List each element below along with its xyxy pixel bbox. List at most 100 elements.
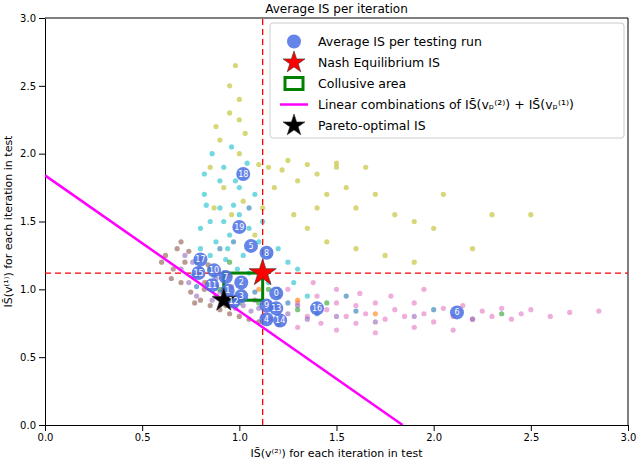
cloud-point: [211, 205, 216, 210]
cloud-point: [431, 319, 436, 324]
run-label: 18: [238, 170, 248, 179]
x-tick: 2.0: [426, 425, 442, 443]
run-label: 12: [228, 297, 238, 306]
cloud-point: [231, 203, 236, 208]
cloud-point: [210, 151, 215, 156]
run-average-point: [260, 312, 274, 326]
cloud-point: [373, 319, 378, 324]
y-tick-mark: [39, 222, 45, 223]
cloud-point: [421, 311, 426, 316]
cloud-point: [221, 219, 226, 224]
cloud-point: [248, 308, 253, 313]
run-average-point: [236, 167, 250, 181]
cloud-point: [285, 311, 290, 316]
cloud-point: [412, 325, 417, 330]
cloud-point: [279, 167, 284, 172]
reference-line-vertical: [262, 18, 263, 425]
run-label: 3: [239, 292, 244, 301]
cloud-point: [229, 212, 234, 217]
run-average-point: [310, 301, 324, 315]
cloud-point: [334, 300, 339, 305]
x-tick-mark: [239, 425, 240, 431]
cloud-point: [441, 192, 446, 197]
cloud-point: [233, 178, 238, 183]
cloud-point: [314, 171, 319, 176]
cloud-point: [175, 246, 180, 251]
run-label: 6: [454, 308, 459, 317]
x-tick-mark: [628, 425, 629, 431]
run-label: 5: [248, 242, 253, 251]
run-average-point: [232, 220, 246, 234]
cloud-point: [285, 158, 290, 163]
x-tick-label: 0.5: [135, 432, 151, 443]
y-tick: 1.0: [20, 284, 45, 295]
cloud-point: [227, 83, 232, 88]
cloud-point: [305, 226, 310, 231]
cloud-point: [324, 300, 329, 305]
cloud-point: [237, 117, 242, 122]
y-tick-mark: [39, 425, 45, 426]
cloud-point: [210, 298, 215, 303]
legend-label: Average IS per testing run: [318, 34, 482, 49]
star-marker: [249, 259, 276, 285]
y-tick-label: 2.5: [20, 81, 36, 92]
x-tick-label: 1.5: [329, 432, 345, 443]
cloud-point: [188, 289, 193, 294]
cloud-point: [499, 306, 504, 311]
cloud-point: [198, 226, 203, 231]
cloud-point: [295, 178, 300, 183]
legend-item: Pareto-optimal IS: [283, 114, 426, 135]
legend-label: Collusive area: [318, 76, 406, 91]
cloud-point: [198, 246, 203, 251]
cloud-point: [431, 226, 436, 231]
x-tick-mark: [434, 425, 435, 431]
x-tick-label: 0.0: [38, 432, 54, 443]
cloud-point: [194, 294, 199, 299]
run-label: 7: [223, 273, 228, 282]
legend-item: Linear combinations of IS̄(vₚ⁽²⁾) + IS̄(…: [280, 97, 574, 112]
cloud-point: [221, 185, 226, 190]
run-average-point: [205, 278, 219, 292]
cloud-point: [353, 205, 358, 210]
y-tick-label: 3.0: [20, 13, 36, 24]
y-tick-label: 1.0: [20, 284, 36, 295]
cloud-point: [295, 298, 300, 303]
run-label: 8: [264, 249, 269, 258]
legend-handle: [283, 114, 305, 135]
y-tick-mark: [39, 18, 45, 19]
cloud-point: [324, 239, 329, 244]
cloud-point: [237, 151, 242, 156]
run-label: 14: [275, 316, 285, 325]
cloud-point: [272, 185, 277, 190]
cloud-point: [373, 330, 378, 335]
cloud-point: [241, 199, 246, 204]
cloud-point: [178, 239, 183, 244]
x-axis-title: IS̄(v⁽²⁾) for each iteration in test: [251, 447, 424, 460]
cloud-point: [182, 253, 187, 258]
cloud-point: [470, 317, 475, 322]
y-tick: 0.0: [20, 420, 45, 431]
y-tick-label: 0.5: [20, 352, 36, 363]
run-label: 9: [264, 301, 269, 310]
chart-title: Average IS per iteration: [265, 2, 408, 16]
x-tick-label: 2.0: [426, 432, 442, 443]
cloud-point: [229, 144, 234, 149]
point-cloud: [194, 205, 436, 316]
cloud-point: [412, 219, 417, 224]
cloud-point: [227, 311, 232, 316]
legend-label: Pareto-optimal IS: [318, 118, 426, 133]
cloud-point: [334, 161, 339, 166]
y-tick: 3.0: [20, 13, 45, 24]
cloud-point: [182, 260, 187, 265]
cloud-point: [334, 287, 339, 292]
cloud-point: [237, 212, 242, 217]
x-tick: 2.5: [523, 425, 539, 443]
run-label: 13: [271, 304, 281, 313]
legend-label: Nash Equilibrium IS: [318, 55, 440, 70]
point-label-layer: 012345678910111213141516171819: [193, 170, 459, 326]
cloud-point: [246, 205, 251, 210]
cloud-point: [291, 280, 296, 285]
cloud-point: [388, 294, 393, 299]
y-tick-mark: [39, 154, 45, 155]
cloud-point: [252, 192, 257, 197]
